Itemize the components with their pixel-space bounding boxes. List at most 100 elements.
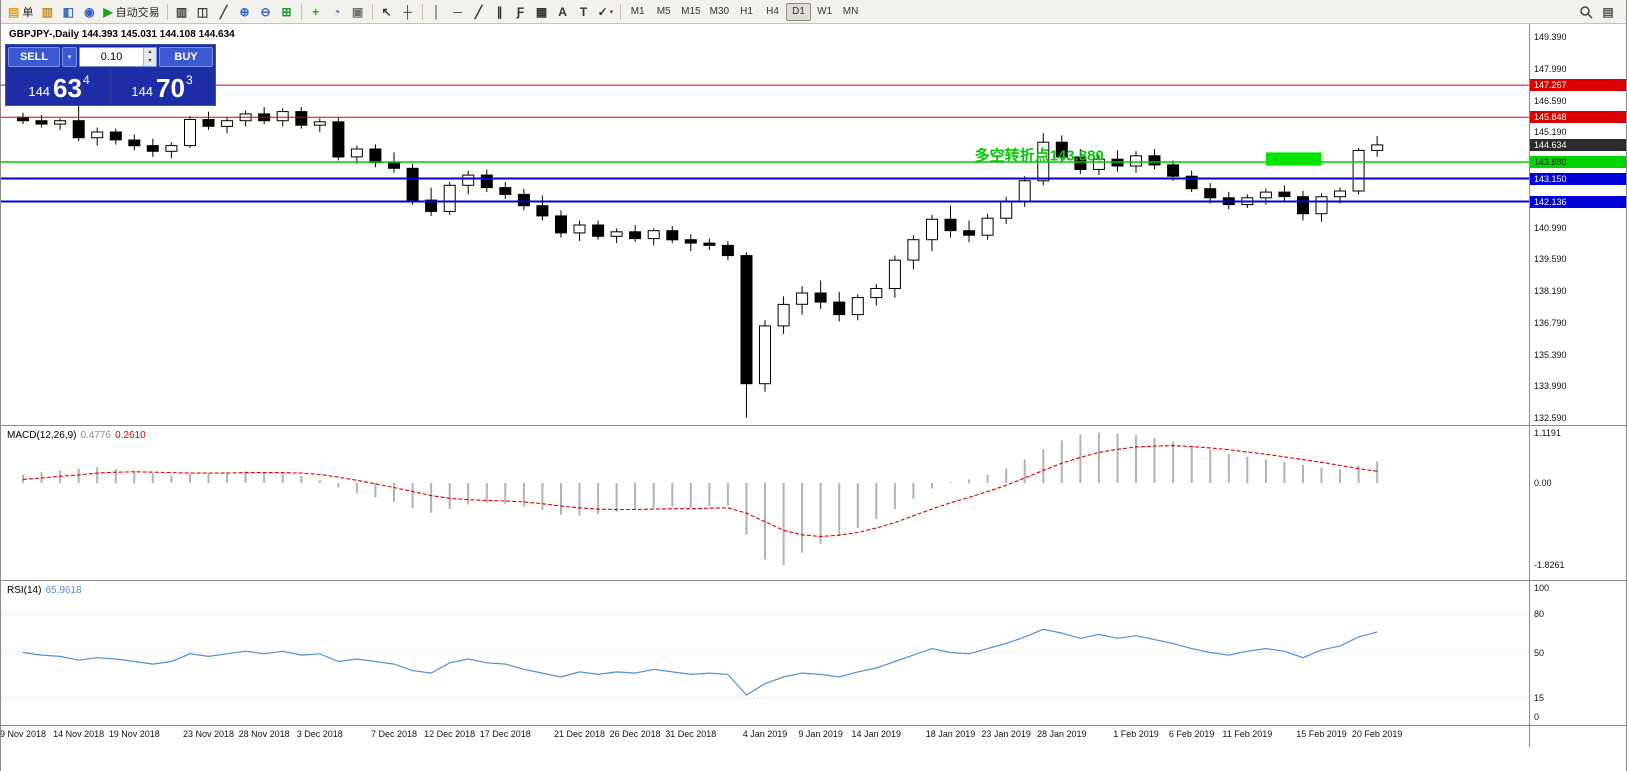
panels-icon[interactable]: ▤	[1598, 2, 1618, 22]
volume-spinner: ▴ ▾	[143, 48, 156, 66]
macd-histogram-bar	[1227, 453, 1230, 484]
bear-candle	[814, 292, 827, 303]
timeframe-w1[interactable]: W1	[817, 6, 833, 17]
fibonacci-icon[interactable]: Ƒ	[511, 2, 531, 22]
macd-panel[interactable]	[1, 426, 1529, 580]
text-icon[interactable]: A	[553, 2, 573, 22]
rsi-panel[interactable]	[1, 581, 1529, 725]
macd-histogram-bar	[1302, 465, 1304, 483]
text-icon-glyph: A	[558, 4, 567, 19]
bear-candle	[499, 187, 512, 195]
volume-dropdown-button[interactable]: ▾	[62, 47, 77, 67]
annotation-text[interactable]: 多空转折点143.880	[975, 146, 1104, 164]
bear-candle	[963, 230, 976, 236]
timeframe-m1[interactable]: M1	[630, 6, 645, 17]
trendline-icon[interactable]: ╱	[469, 2, 489, 22]
channel-icon-glyph: ∥	[496, 4, 503, 19]
price-badge: 145.848	[1530, 111, 1626, 124]
timeframe-mn[interactable]: MN	[842, 6, 859, 17]
bear-candle	[1074, 156, 1087, 170]
price-axis-tick: 139.590	[1534, 254, 1567, 265]
date-axis-tick: 20 Feb 2019	[1351, 729, 1403, 739]
price-axis-tick: 135.390	[1534, 349, 1567, 360]
zoom-in-icon[interactable]: ⊕	[235, 2, 255, 22]
macd-histogram-bar	[615, 483, 618, 512]
macd-histogram-bar	[1060, 440, 1063, 484]
highlight-rectangle[interactable]	[1265, 152, 1322, 166]
main-chart-panel[interactable]: 多空转折点143.880	[1, 24, 1529, 425]
search-icon[interactable]	[1576, 2, 1596, 22]
market-watch-icon[interactable]: ▥	[37, 2, 57, 22]
bear-candle	[1278, 191, 1291, 198]
macd-histogram-bar	[1079, 434, 1082, 483]
date-axis-tick: 23 Jan 2019	[981, 729, 1031, 739]
bear-candle	[406, 167, 419, 201]
macd-histogram-bar	[1339, 469, 1341, 483]
bull-candle	[851, 297, 864, 316]
bull-candle	[91, 131, 104, 139]
date-axis-tick: 28 Jan 2019	[1037, 729, 1087, 739]
indicators-icon[interactable]: +	[306, 2, 326, 22]
timeframe-m15[interactable]: M15	[681, 6, 701, 17]
sell-button[interactable]: SELL	[8, 47, 60, 67]
cursor-icon-glyph: ↖	[381, 4, 392, 19]
sell-price-sup: 4	[82, 73, 90, 87]
buy-price-big: 70	[156, 73, 185, 103]
buy-button[interactable]: BUY	[159, 47, 213, 67]
arrows-icon[interactable]: ✓ ▾	[595, 2, 617, 22]
panel-separator[interactable]	[1, 425, 1626, 426]
bull-candle	[870, 288, 883, 299]
candlestick-icon[interactable]: ◫	[193, 2, 213, 22]
timeframe-h1[interactable]: H1	[740, 6, 753, 17]
timeframe-h4[interactable]: H4	[766, 6, 779, 17]
bull-candle	[350, 148, 363, 158]
zoom-out-icon[interactable]: ⊖	[256, 2, 276, 22]
auto-trading-button[interactable]: ▶ 自动交易	[100, 2, 162, 22]
line-chart-icon[interactable]: ╱	[214, 2, 234, 22]
rsi-name: RSI(14)	[7, 585, 42, 596]
label-icon[interactable]: T	[574, 2, 594, 22]
volume-input[interactable]	[80, 48, 143, 66]
bull-candle	[221, 120, 234, 127]
timeframe-m5[interactable]: M5	[656, 6, 671, 17]
trade-panel-controls: SELL ▾ ▴ ▾ BUY	[8, 47, 213, 67]
volume-down-button[interactable]: ▾	[144, 57, 156, 66]
macd-histogram-bar	[1042, 449, 1045, 484]
macd-histogram-bar	[1357, 465, 1360, 483]
timeframe-m30[interactable]: M30	[709, 6, 730, 17]
vertical-line-icon[interactable]: │	[427, 2, 447, 22]
volume-up-button[interactable]: ▴	[144, 48, 156, 57]
timeframe-d1[interactable]: D1	[786, 2, 812, 21]
periods-icon-glyph: ◔	[332, 4, 341, 19]
date-axis-tick: 15 Feb 2019	[1296, 729, 1347, 739]
market-watch-icon-glyph: ▥	[41, 4, 54, 19]
sell-price[interactable]: 144 63 4	[8, 69, 111, 103]
toolbar-separator	[300, 3, 302, 20]
macd-histogram-bar	[1135, 435, 1137, 483]
tile-windows-icon-glyph: ⊞	[281, 4, 292, 19]
auto-trading-button-label: 自动交易	[115, 6, 160, 19]
panel-separator[interactable]	[1, 580, 1626, 581]
horizontal-line-icon[interactable]: ─	[448, 2, 468, 22]
shapes-icon[interactable]: ▦	[532, 2, 552, 22]
macd-main-value: 0.4776	[80, 430, 112, 441]
bull-candle	[573, 224, 586, 234]
buy-price[interactable]: 144 70 3	[111, 69, 213, 103]
cursor-icon[interactable]: ↖	[377, 2, 397, 22]
crosshair-icon[interactable]: ┼	[398, 2, 418, 22]
periods-icon[interactable]: ◔	[327, 2, 347, 22]
templates-icon[interactable]: ▣	[348, 2, 368, 22]
bull-candle	[796, 292, 809, 305]
channel-icon[interactable]: ∥	[490, 2, 510, 22]
navigator-icon[interactable]: ◉	[79, 2, 99, 22]
data-window-icon-glyph: ◧	[62, 4, 75, 19]
macd-histogram-bar	[300, 475, 303, 483]
data-window-icon[interactable]: ◧	[58, 2, 78, 22]
tile-windows-icon[interactable]: ⊞	[277, 2, 297, 22]
bar-chart-icon[interactable]: ▥	[172, 2, 192, 22]
horizontal-line-icon-glyph: ─	[453, 4, 462, 19]
macd-histogram-bar	[244, 471, 247, 483]
new-order-button[interactable]: ▤ 单	[5, 2, 36, 22]
